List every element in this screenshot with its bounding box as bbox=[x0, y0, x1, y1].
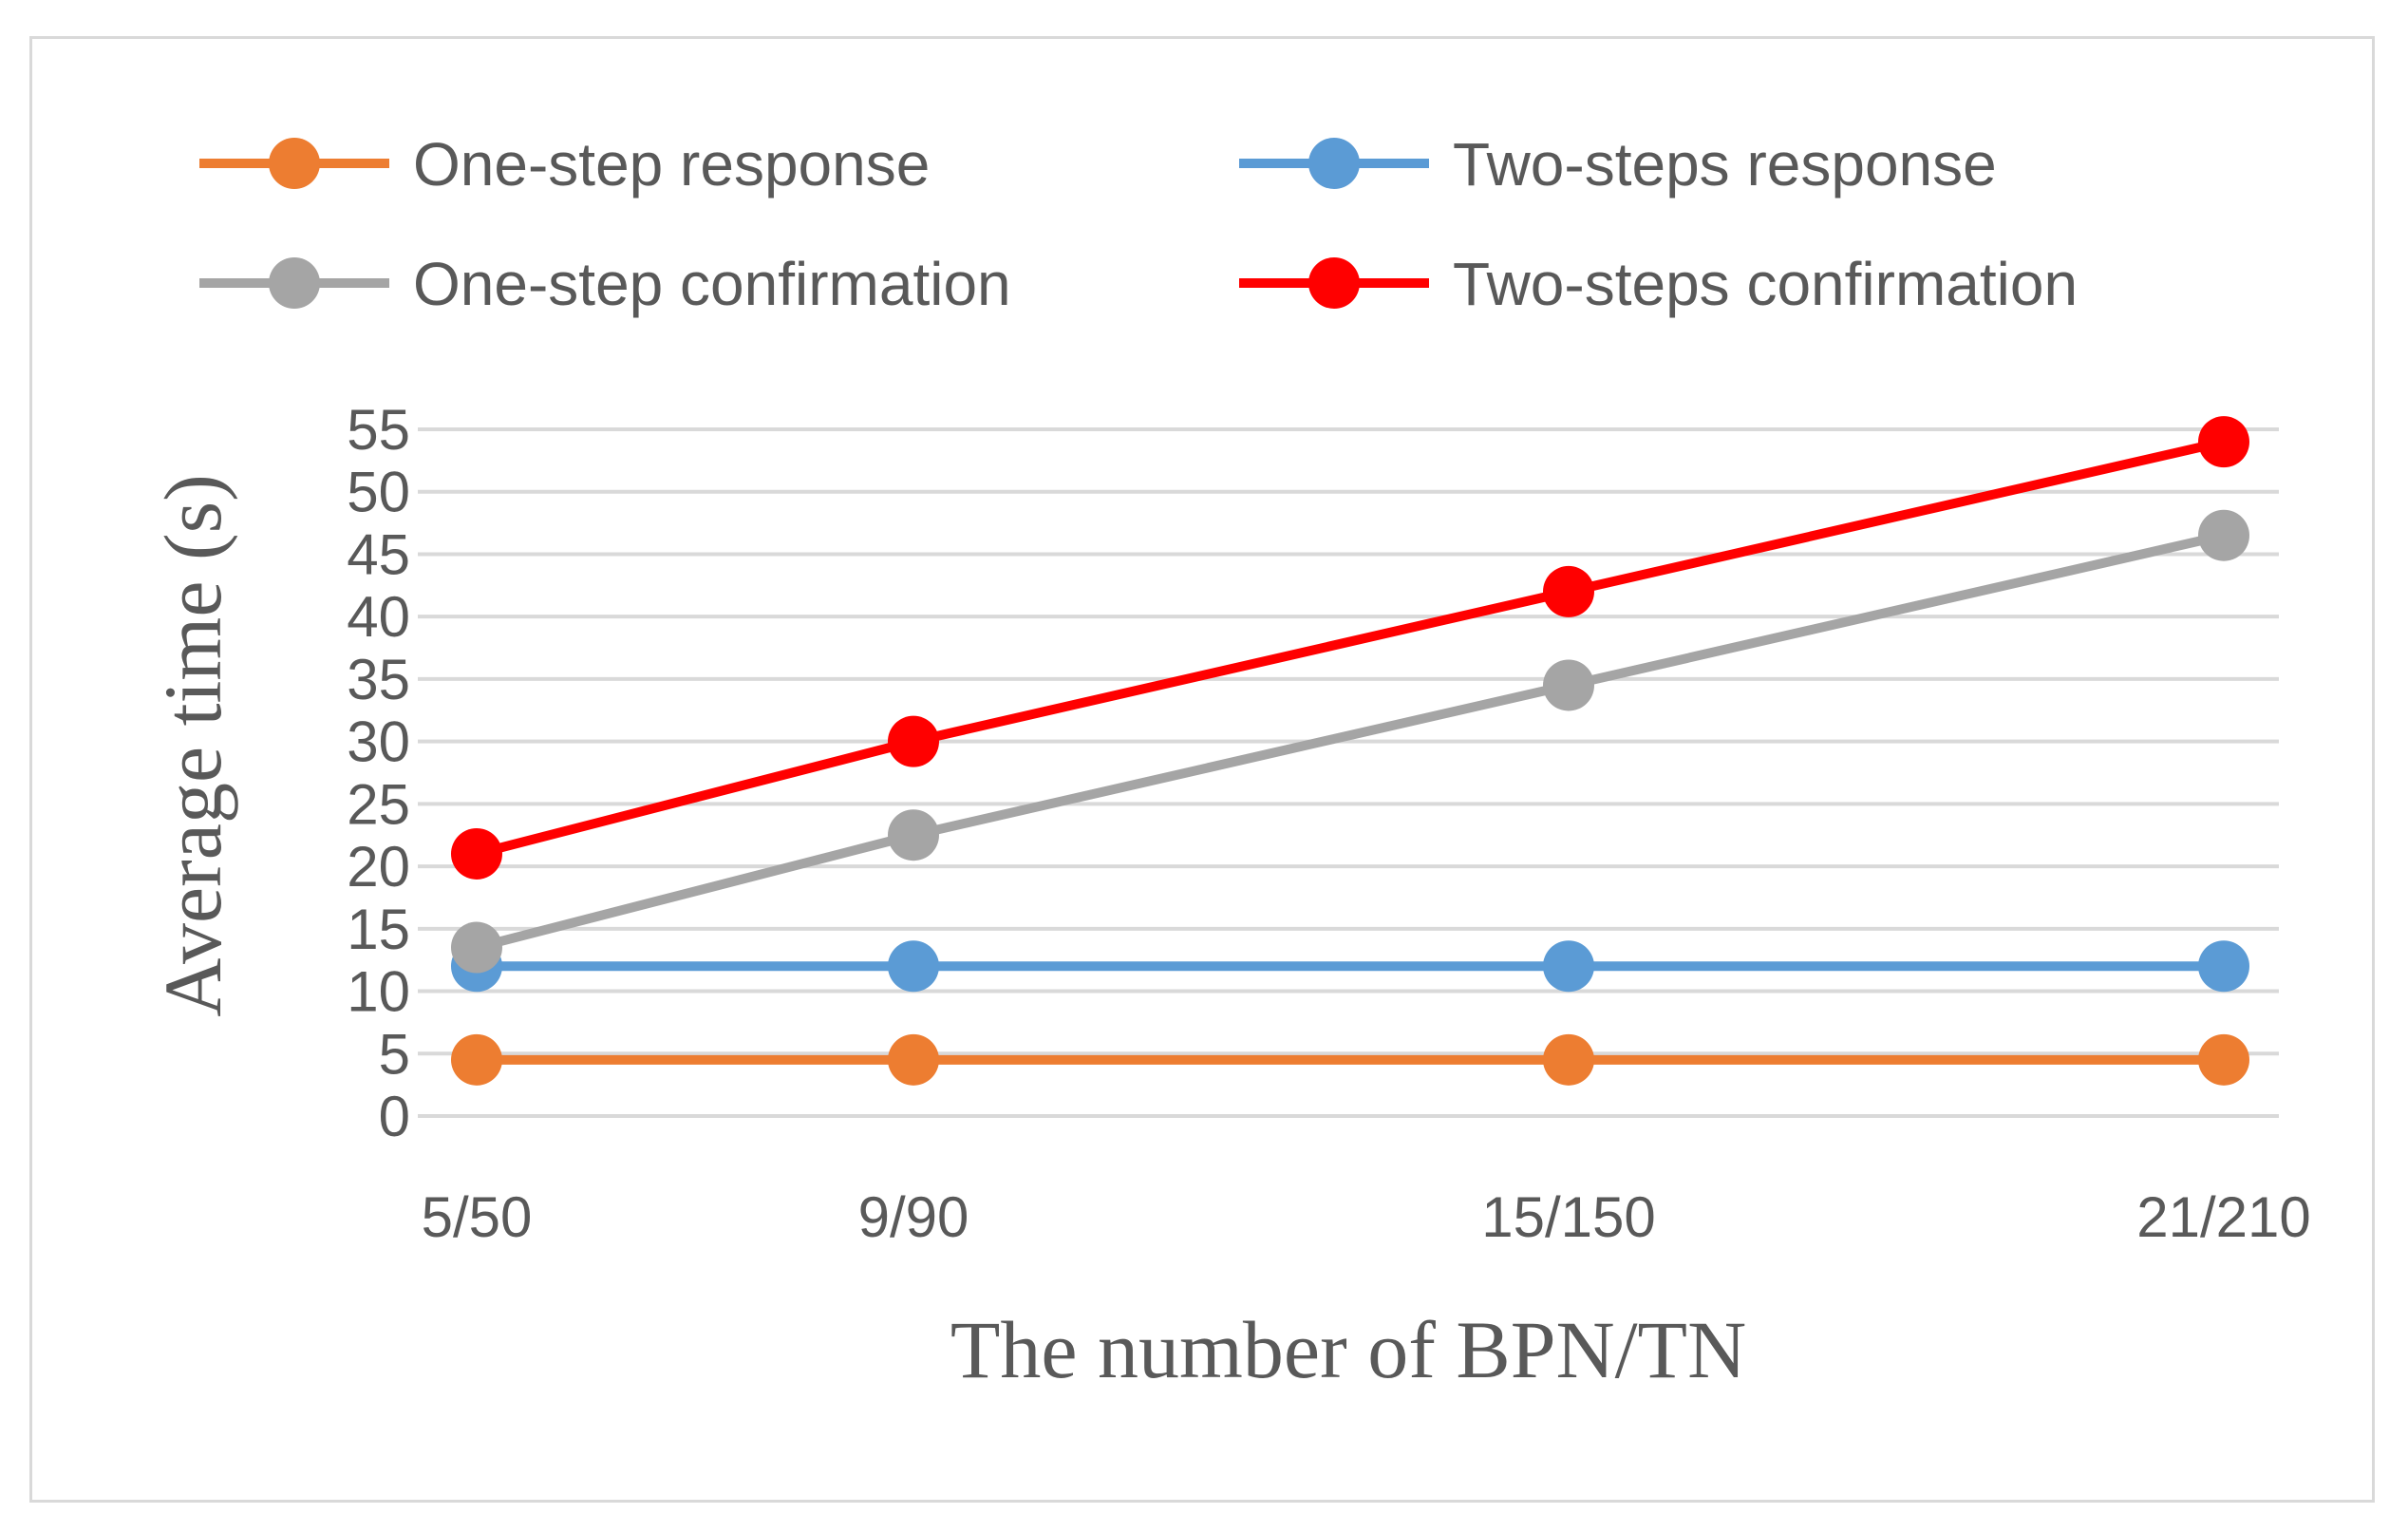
gridlines bbox=[418, 427, 2279, 1118]
x-tick-label: 21/210 bbox=[2136, 1185, 2311, 1249]
y-tick-label: 25 bbox=[347, 772, 410, 836]
x-tick-label: 5/50 bbox=[422, 1185, 533, 1249]
legend-label: Two-steps response bbox=[1453, 130, 1997, 199]
legend-swatch-marker bbox=[1308, 138, 1360, 189]
legend-swatch-marker bbox=[269, 257, 320, 309]
y-tick-label: 50 bbox=[347, 461, 410, 524]
y-tick-label: 35 bbox=[347, 648, 410, 711]
series-line-two-steps-confirmation bbox=[475, 437, 2226, 859]
x-axis-ticks: 5/50 9/90 15/150 21/210 bbox=[422, 1185, 2311, 1249]
x-axis-title: The number of BPN/TN bbox=[950, 1304, 1746, 1395]
y-tick-label: 45 bbox=[347, 522, 410, 586]
data-point-two-steps-response bbox=[2198, 940, 2249, 993]
data-point-two-steps-response bbox=[1543, 940, 1594, 993]
legend-item: Two-steps confirmation bbox=[1239, 250, 2078, 318]
data-point-one-step-confirmation bbox=[451, 921, 502, 974]
data-point-one-step-response bbox=[2198, 1033, 2249, 1086]
y-tick-label: 15 bbox=[347, 898, 410, 961]
legend-swatch-marker bbox=[269, 138, 320, 189]
data-point-one-step-confirmation bbox=[1543, 659, 1594, 711]
data-point-two-steps-response bbox=[888, 940, 939, 993]
data-point-two-steps-confirmation bbox=[2198, 416, 2249, 468]
x-tick-label: 9/90 bbox=[858, 1185, 969, 1249]
legend-label: Two-steps confirmation bbox=[1453, 250, 2078, 318]
y-tick-label: 55 bbox=[347, 398, 410, 462]
series-line-one-step-confirmation bbox=[475, 530, 2226, 953]
y-tick-label: 5 bbox=[379, 1022, 410, 1086]
data-point-one-step-response bbox=[451, 1033, 502, 1086]
series-lines bbox=[451, 416, 2249, 1086]
legend-label: One-step response bbox=[413, 130, 930, 199]
x-tick-label: 15/150 bbox=[1481, 1185, 1656, 1249]
data-point-two-steps-confirmation bbox=[888, 715, 939, 767]
data-point-two-steps-confirmation bbox=[451, 827, 502, 880]
y-tick-label: 30 bbox=[347, 710, 410, 774]
legend-item: One-step response bbox=[199, 130, 930, 199]
legend-item: One-step confirmation bbox=[199, 250, 1011, 318]
y-tick-label: 40 bbox=[347, 585, 410, 649]
data-point-one-step-confirmation bbox=[2198, 509, 2249, 561]
data-point-one-step-confirmation bbox=[888, 809, 939, 861]
data-point-one-step-response bbox=[888, 1033, 939, 1086]
data-point-one-step-response bbox=[1543, 1033, 1594, 1086]
data-point-two-steps-confirmation bbox=[1543, 565, 1594, 617]
legend-swatch-marker bbox=[1308, 257, 1360, 309]
y-tick-label: 10 bbox=[347, 960, 410, 1024]
y-tick-label: 20 bbox=[347, 835, 410, 899]
y-tick-label: 0 bbox=[379, 1085, 410, 1148]
legend-label: One-step confirmation bbox=[413, 250, 1011, 318]
legend: One-step response Two-steps response One-s… bbox=[199, 130, 2078, 318]
y-axis-title: Average time (s) bbox=[147, 474, 238, 1016]
legend-item: Two-steps response bbox=[1239, 130, 1997, 199]
